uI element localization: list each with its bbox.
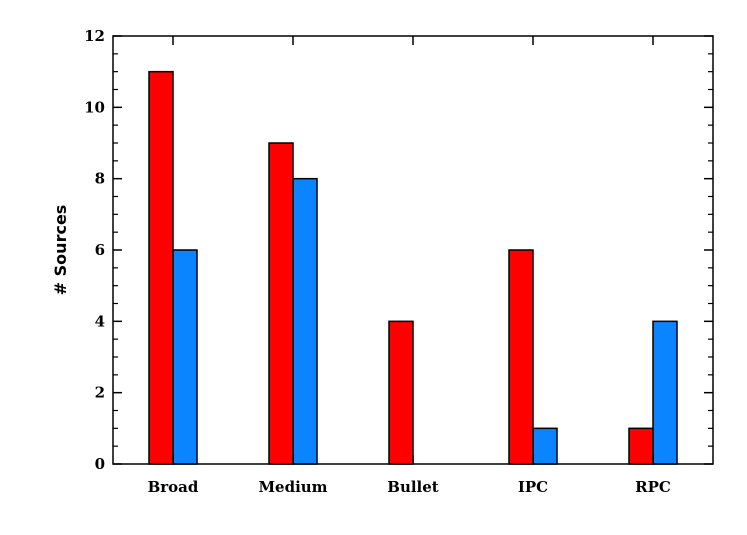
bar-bullet-series-1 [388, 320, 414, 465]
y-tick-label: 10 [84, 98, 105, 116]
y-tick-label: 0 [95, 455, 105, 473]
y-axis-title: # Sources [51, 205, 70, 296]
bar-medium-series-2 [292, 177, 318, 465]
x-tick-label-bullet: Bullet [387, 478, 439, 496]
x-tick-label-broad: Broad [148, 478, 199, 496]
y-tick-label: 4 [95, 312, 105, 330]
y-tick-label: 12 [84, 27, 105, 45]
bar-ipc-series-2 [532, 427, 558, 465]
plot-frame [112, 35, 714, 465]
x-tick-label-ipc: IPC [518, 478, 548, 496]
bar-ipc-series-1 [508, 249, 534, 465]
ticks-layer: 0 2 4 6 8 10 12 Broad Medium Bullet IPC RPC [84, 27, 713, 496]
bar-rpc-series-2 [652, 320, 678, 465]
bar-rpc-series-1 [628, 427, 654, 465]
x-tick-label-medium: Medium [258, 478, 327, 496]
y-tick-label: 8 [95, 170, 105, 188]
y-tick-label: 2 [95, 384, 105, 402]
bars-layer [148, 70, 678, 465]
bar-medium-series-1 [268, 142, 294, 465]
y-tick-label: 6 [95, 241, 105, 259]
x-tick-label-rpc: RPC [635, 478, 671, 496]
bar-broad-series-1 [148, 70, 174, 465]
bar-broad-series-2 [172, 249, 198, 465]
